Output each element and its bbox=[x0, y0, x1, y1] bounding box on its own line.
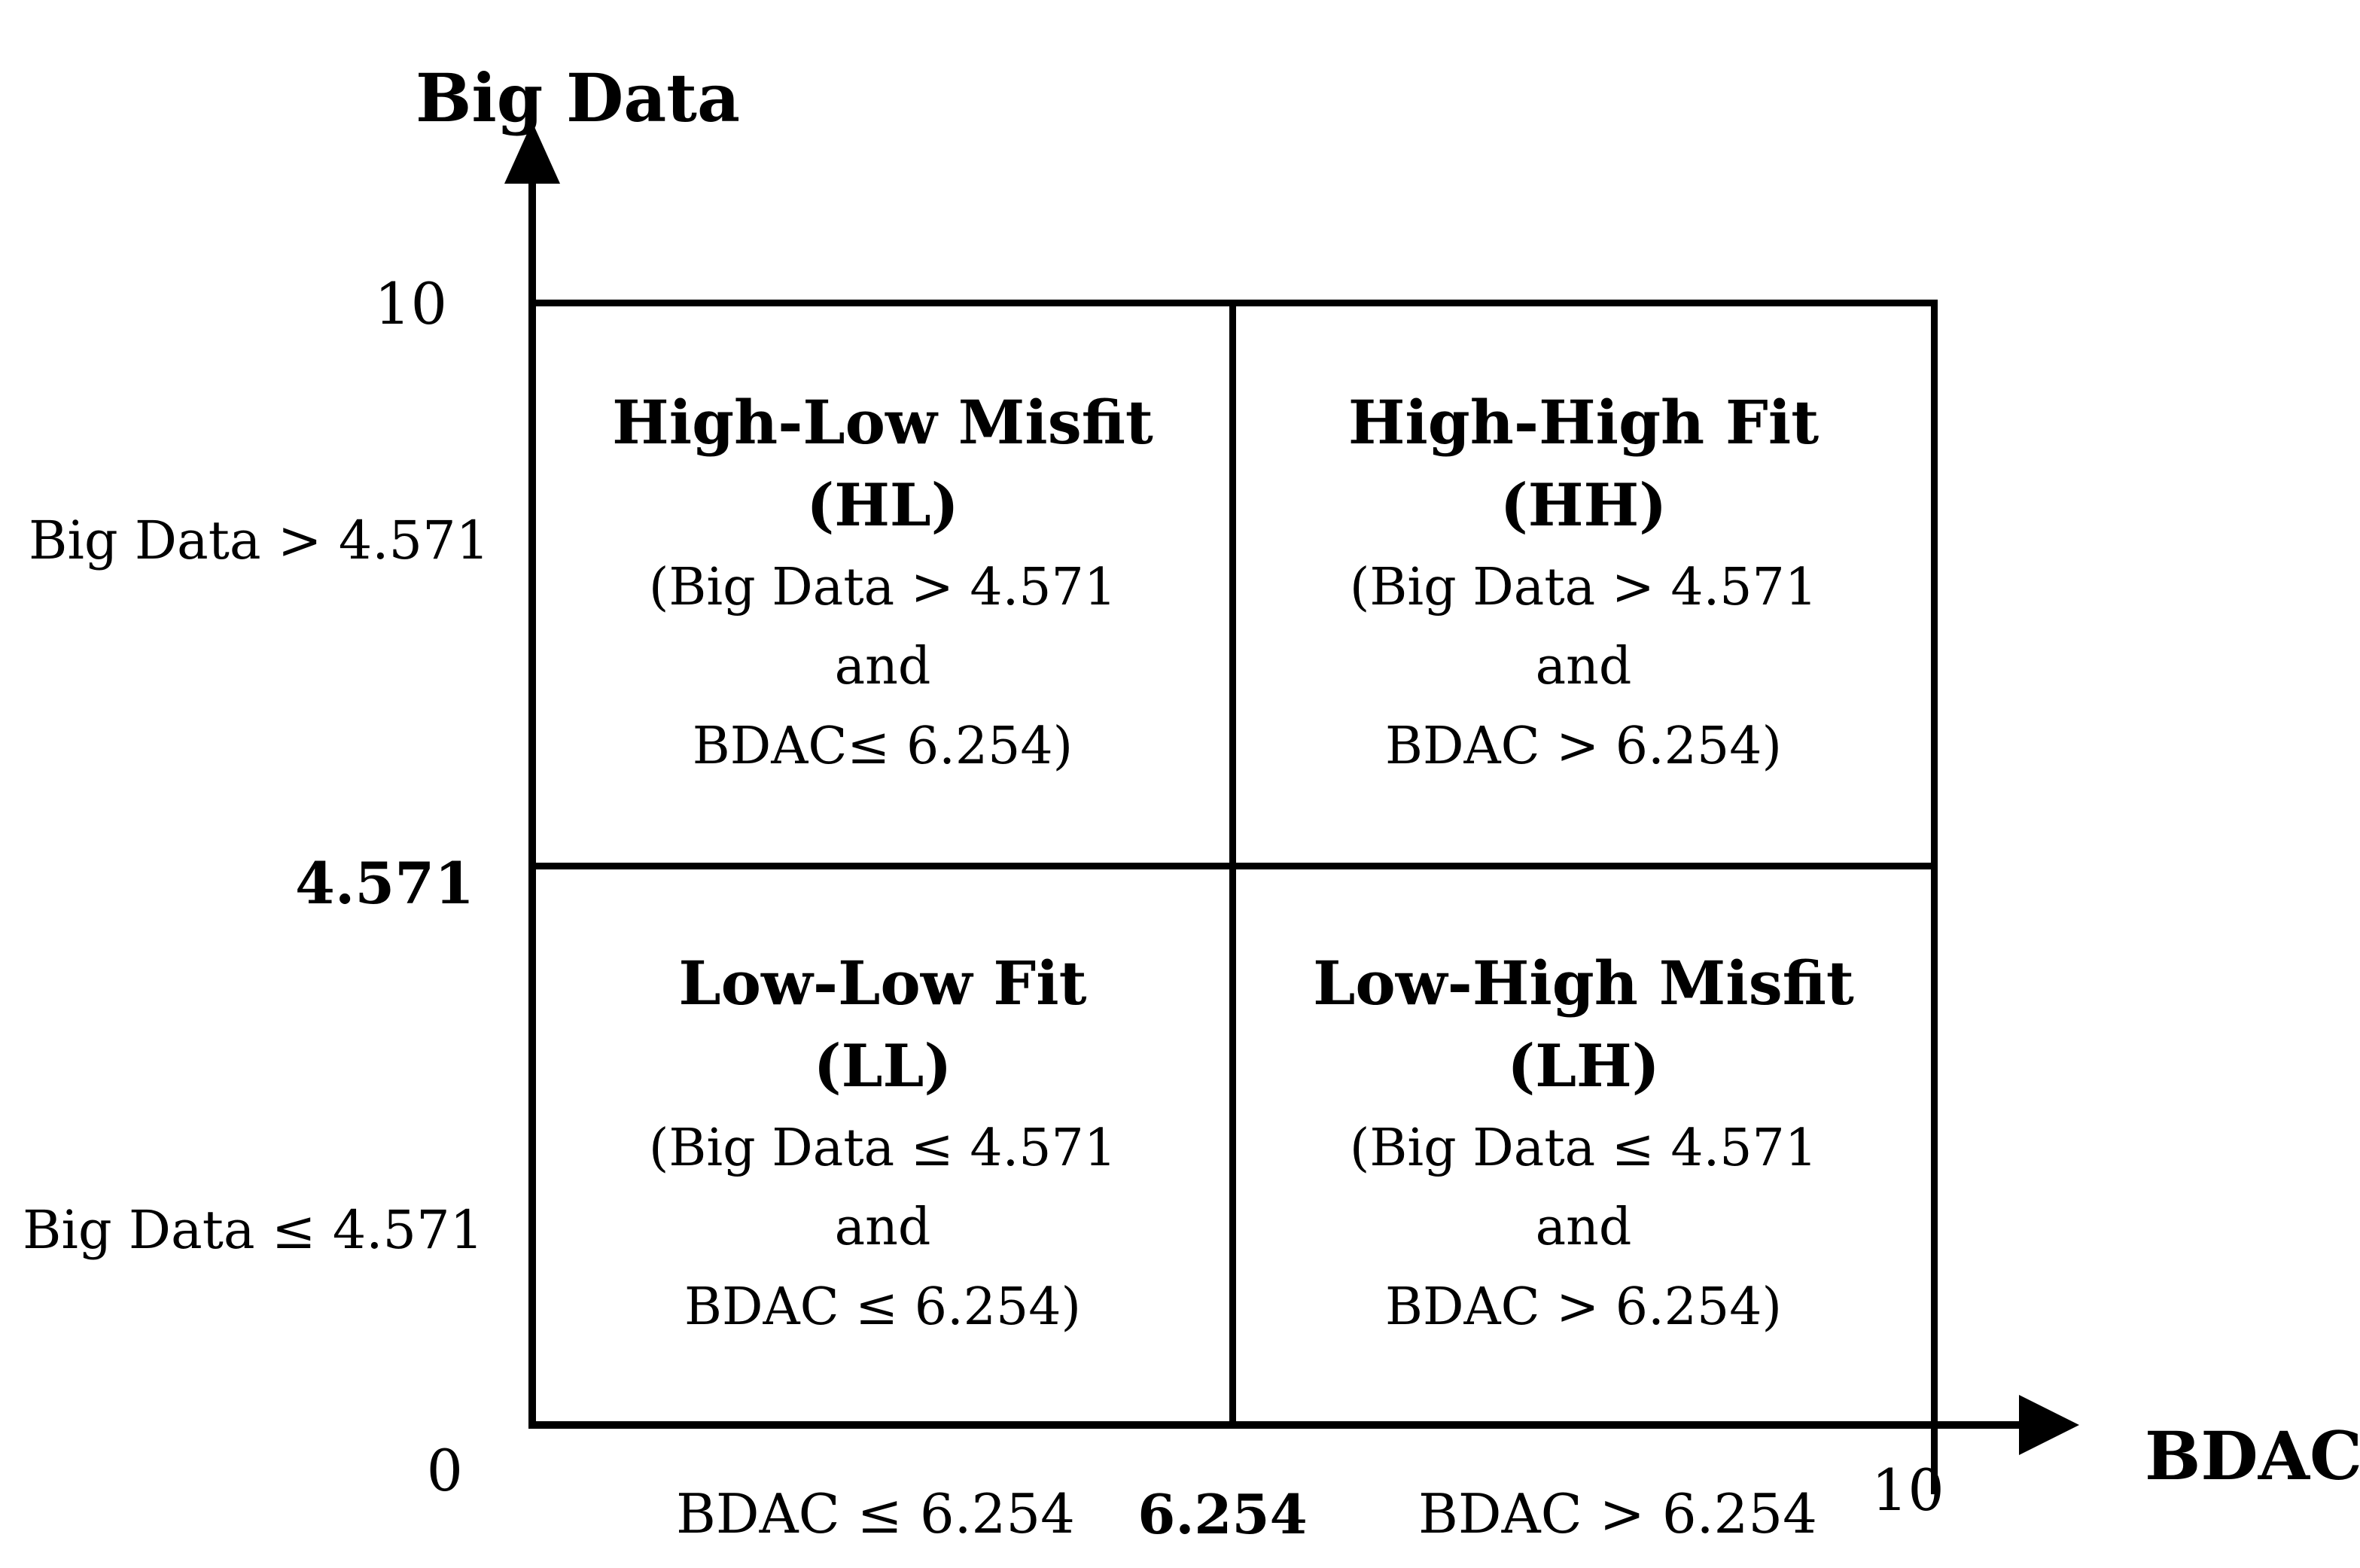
quadrant-condition-2: and bbox=[834, 637, 931, 697]
quadrant-title: High-High Fit bbox=[1347, 387, 1819, 458]
quadrant-condition-3: BDAC ≤ 6.254) bbox=[684, 1277, 1082, 1337]
quadrant-condition-3: BDAC > 6.254) bbox=[1384, 1277, 1783, 1337]
box-right-border bbox=[1931, 300, 1938, 1494]
y-axis-title: Big Data bbox=[416, 59, 740, 137]
quadrant-high-low-misfit: High-Low Misfit (HL) (Big Data > 4.571 a… bbox=[536, 306, 1229, 863]
quadrant-low-high-misfit: Low-High Misfit (LH) (Big Data ≤ 4.571 a… bbox=[1236, 869, 1931, 1421]
quadrant-high-high-fit: High-High Fit (HH) (Big Data > 4.571 and… bbox=[1236, 306, 1931, 863]
x-region-label-left: BDAC ≤ 6.254 bbox=[676, 1482, 1075, 1545]
quadrant-code: (HL) bbox=[806, 470, 959, 540]
x-axis-title: BDAC bbox=[2145, 1417, 2360, 1495]
x-axis-line bbox=[528, 1421, 2028, 1429]
quadrant-condition-1: (Big Data ≤ 4.571 bbox=[648, 1118, 1117, 1178]
quadrant-condition-2: and bbox=[834, 1198, 931, 1258]
quadrant-condition-2: and bbox=[1535, 637, 1632, 697]
quadrant-condition-1: (Big Data > 4.571 bbox=[1349, 557, 1818, 617]
x-tick-6254: 6.254 bbox=[1137, 1482, 1308, 1546]
x-region-label-right: BDAC > 6.254 bbox=[1418, 1482, 1817, 1545]
x-axis-arrow-right-icon bbox=[2019, 1395, 2079, 1455]
quadrant-code: (HH) bbox=[1500, 470, 1667, 540]
quadrant-condition-2: and bbox=[1535, 1198, 1632, 1258]
x-tick-10: 10 bbox=[1871, 1457, 1944, 1524]
quadrant-condition-1: (Big Data ≤ 4.571 bbox=[1349, 1118, 1818, 1178]
quadrant-code: (LH) bbox=[1507, 1031, 1660, 1101]
quadrant-horizontal-divider bbox=[528, 863, 1938, 869]
quadrant-title: Low-High Misfit bbox=[1313, 948, 1854, 1019]
y-axis-line bbox=[528, 173, 536, 1429]
y-tick-10: 10 bbox=[374, 270, 447, 337]
y-tick-4571: 4.571 bbox=[295, 850, 474, 917]
quadrant-title: Low-Low Fit bbox=[678, 948, 1087, 1019]
y-tick-0: 0 bbox=[426, 1437, 463, 1504]
quadrant-condition-3: BDAC≤ 6.254) bbox=[692, 716, 1073, 776]
quadrant-title: High-Low Misfit bbox=[612, 387, 1153, 458]
y-region-label-upper: Big Data > 4.571 bbox=[29, 510, 490, 571]
quadrant-low-low-fit: Low-Low Fit (LL) (Big Data ≤ 4.571 and B… bbox=[536, 869, 1229, 1421]
quadrant-condition-1: (Big Data > 4.571 bbox=[648, 557, 1117, 617]
quadrant-condition-3: BDAC > 6.254) bbox=[1384, 716, 1783, 776]
y-region-label-lower: Big Data ≤ 4.571 bbox=[23, 1199, 484, 1261]
quadrant-code: (LL) bbox=[813, 1031, 952, 1101]
